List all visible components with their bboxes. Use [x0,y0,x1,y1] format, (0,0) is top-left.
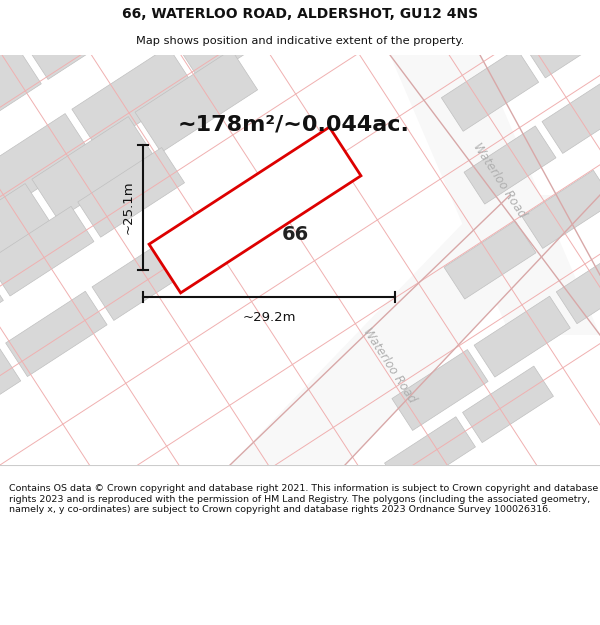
Polygon shape [556,242,600,324]
Polygon shape [524,0,600,78]
Polygon shape [442,49,539,131]
Polygon shape [390,55,600,335]
Text: ~25.1m: ~25.1m [122,181,135,234]
Polygon shape [0,206,94,296]
Polygon shape [175,0,298,82]
Polygon shape [0,348,21,432]
Polygon shape [149,127,361,293]
Polygon shape [72,47,194,149]
Polygon shape [5,291,107,376]
Text: 66, WATERLOO ROAD, ALDERSHOT, GU12 4NS: 66, WATERLOO ROAD, ALDERSHOT, GU12 4NS [122,7,478,21]
Polygon shape [463,366,553,442]
Text: Waterloo Road: Waterloo Road [361,325,419,405]
Polygon shape [135,49,257,152]
Polygon shape [0,44,41,146]
Text: Contains OS data © Crown copyright and database right 2021. This information is : Contains OS data © Crown copyright and d… [9,484,598,514]
Polygon shape [278,0,401,16]
Polygon shape [230,195,600,465]
Polygon shape [22,0,145,79]
Text: Waterloo Road: Waterloo Road [471,140,529,220]
Polygon shape [522,170,600,248]
Text: ~29.2m: ~29.2m [242,311,296,324]
Polygon shape [0,184,51,286]
Polygon shape [464,126,556,204]
Polygon shape [78,148,185,238]
Polygon shape [0,114,91,216]
Polygon shape [392,349,488,431]
Polygon shape [92,235,193,321]
Polygon shape [474,296,570,377]
Polygon shape [542,75,600,153]
Text: ~178m²/~0.044ac.: ~178m²/~0.044ac. [178,115,410,135]
Polygon shape [385,417,475,493]
Polygon shape [0,265,4,355]
Text: 66: 66 [281,226,308,244]
Polygon shape [32,117,154,219]
Text: Map shows position and indicative extent of the property.: Map shows position and indicative extent… [136,36,464,46]
Polygon shape [125,0,248,12]
Polygon shape [444,221,536,299]
